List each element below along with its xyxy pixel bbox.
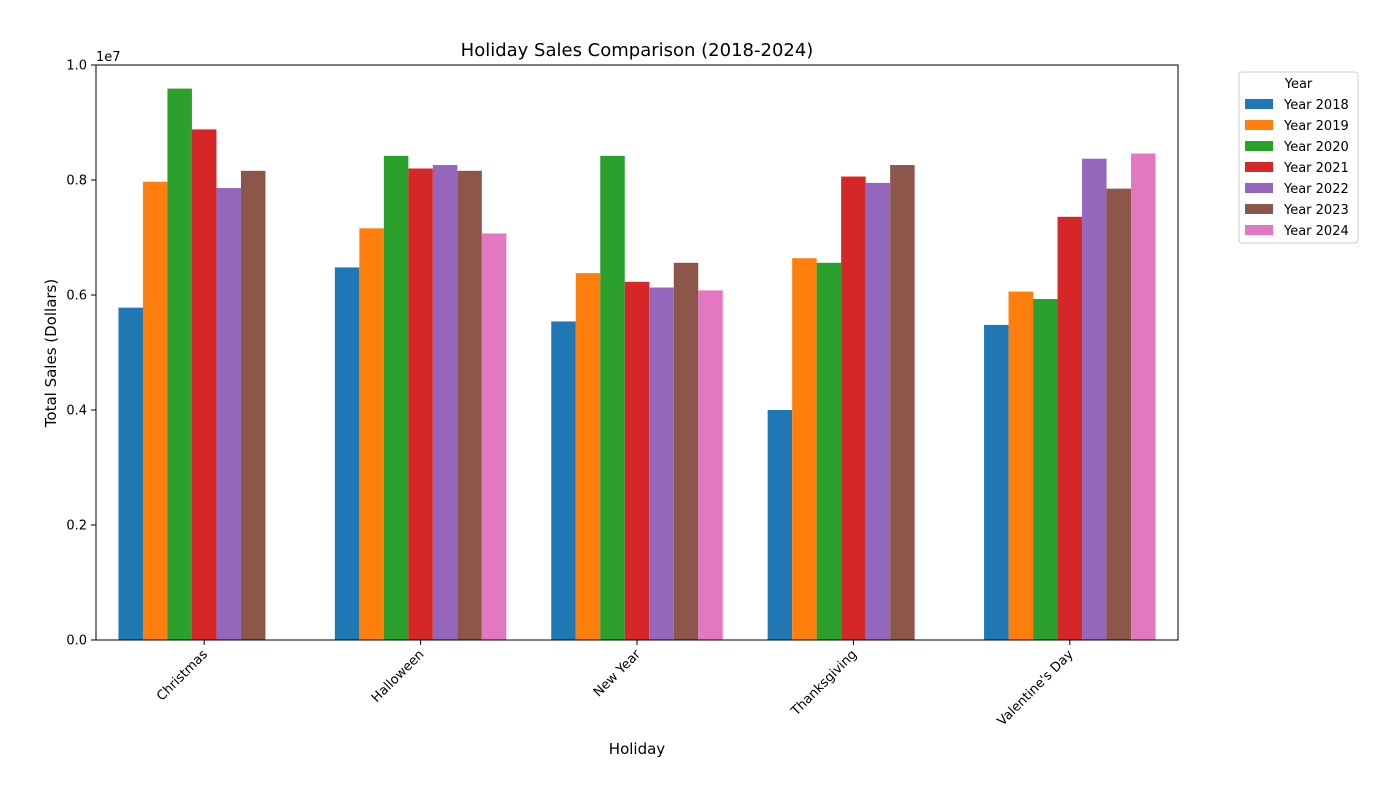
bar-year-2019-christmas xyxy=(142,181,168,640)
y-axis-offset-label: 1e7 xyxy=(96,50,121,65)
bar-year-2021-valentine-s-day xyxy=(1057,216,1083,641)
y-tick-label: 0.6 xyxy=(66,289,87,304)
legend-swatch xyxy=(1245,204,1273,214)
bar-year-2024-halloween xyxy=(481,233,507,641)
x-tick-label: New Year xyxy=(591,647,645,701)
legend-label: Year 2023 xyxy=(1283,203,1349,218)
bar-year-2023-halloween xyxy=(457,170,482,641)
plot-frame xyxy=(95,64,1179,641)
legend-label: Year 2021 xyxy=(1283,161,1349,176)
y-tick-label: 0.2 xyxy=(66,519,87,534)
bar-year-2024-valentine-s-day xyxy=(1131,153,1156,641)
x-tick-label: Christmas xyxy=(154,647,211,704)
bar-year-2022-new-year xyxy=(649,287,674,640)
legend-swatch xyxy=(1245,120,1273,130)
x-tick-label: Halloween xyxy=(369,647,428,706)
chart-title: Holiday Sales Comparison (2018-2024) xyxy=(461,40,814,61)
y-axis-label: Total Sales (Dollars) xyxy=(42,279,60,428)
x-tick-label: Valentine's Day xyxy=(995,647,1077,729)
legend-swatch xyxy=(1245,162,1273,172)
bar-year-2022-christmas xyxy=(216,188,241,641)
bar-year-2021-halloween xyxy=(408,168,433,640)
bar-year-2021-christmas xyxy=(191,129,217,640)
legend-label: Year 2019 xyxy=(1283,119,1349,134)
bar-year-2022-halloween xyxy=(432,165,458,641)
bar-year-2018-new-year xyxy=(551,321,576,640)
x-tick-label: Thanksgiving xyxy=(788,647,860,719)
bar-year-2018-halloween xyxy=(334,267,360,640)
legend-frame xyxy=(1238,71,1359,244)
legend-label: Year 2024 xyxy=(1283,224,1349,239)
legend-swatch xyxy=(1245,225,1273,235)
legend-swatch xyxy=(1245,99,1273,109)
bar-year-2020-halloween xyxy=(383,155,409,640)
y-tick-label: 1.0 xyxy=(66,59,87,74)
bar-year-2020-new-year xyxy=(600,155,625,640)
bar-year-2020-valentine-s-day xyxy=(1033,299,1058,640)
legend-swatch xyxy=(1245,141,1273,151)
bars-group xyxy=(118,88,1156,641)
y-tick-label: 0.4 xyxy=(66,404,87,419)
legend-title: Year xyxy=(1284,77,1313,92)
bar-year-2021-new-year xyxy=(624,281,650,640)
bar-year-2018-valentine-s-day xyxy=(984,324,1009,640)
y-axis-ticks: 0.0 0.2 0.4 0.6 0.8 1.0 xyxy=(66,59,96,649)
y-tick-label: 0.0 xyxy=(66,634,87,649)
bar-year-2022-valentine-s-day xyxy=(1082,158,1107,641)
bar-year-2023-new-year xyxy=(673,262,699,640)
bar-year-2019-halloween xyxy=(359,228,384,641)
bar-year-2023-valentine-s-day xyxy=(1106,188,1132,641)
bar-year-2020-christmas xyxy=(167,88,192,640)
bar-year-2018-christmas xyxy=(118,307,143,640)
legend-label: Year 2020 xyxy=(1283,140,1349,155)
bar-year-2019-valentine-s-day xyxy=(1008,291,1034,640)
legend: Year Year 2018 Year 2019 Year 2020 Year 2021… xyxy=(1238,71,1359,244)
legend-swatch xyxy=(1245,183,1273,193)
x-axis-label: Holiday xyxy=(609,740,666,758)
x-axis-ticks: Christmas Halloween New Year Thanksgiving Va… xyxy=(154,640,1077,729)
bar-year-2020-thanksgiving xyxy=(816,262,842,640)
y-tick-label: 0.8 xyxy=(66,174,87,189)
legend-label: Year 2018 xyxy=(1283,98,1349,113)
bar-year-2022-thanksgiving xyxy=(865,182,891,641)
bar-year-2018-thanksgiving xyxy=(767,410,793,640)
bar-year-2021-thanksgiving xyxy=(841,176,866,641)
bar-year-2023-thanksgiving xyxy=(890,165,915,641)
bar-year-2024-new-year xyxy=(698,290,723,640)
bar-year-2019-new-year xyxy=(575,273,601,640)
legend-label: Year 2022 xyxy=(1283,182,1349,197)
bar-year-2019-thanksgiving xyxy=(792,258,817,640)
bar-year-2023-christmas xyxy=(240,170,266,641)
